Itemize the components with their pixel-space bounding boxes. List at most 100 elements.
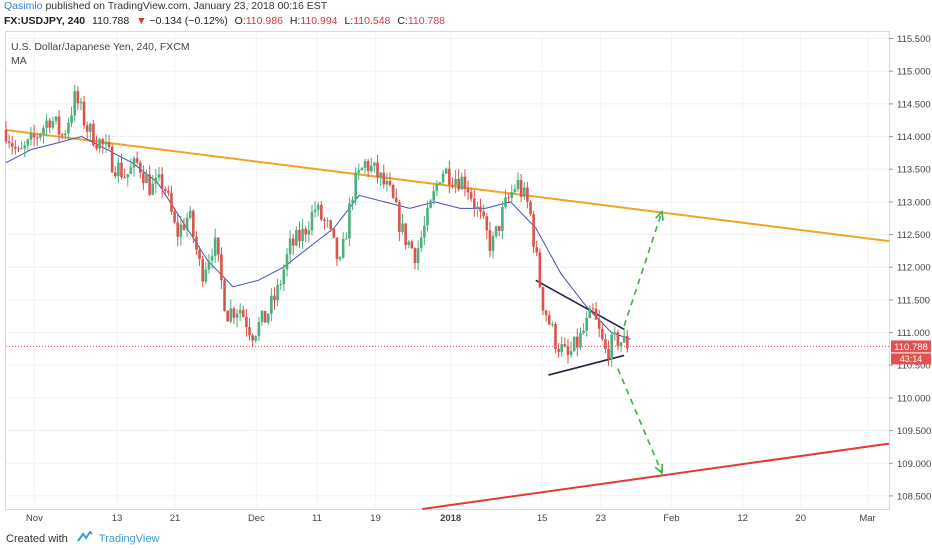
candle-body: [366, 161, 370, 172]
candle-body: [173, 211, 176, 223]
candle-body: [388, 181, 392, 185]
candle-body: [532, 214, 535, 248]
candle-body: [541, 287, 545, 311]
candle-body: [35, 137, 39, 139]
candle-body: [526, 187, 529, 202]
y-tick-label: 111.000: [897, 328, 930, 339]
candle-body: [504, 197, 507, 208]
y-tick-label: 115.500: [897, 34, 931, 45]
candle-body: [57, 116, 61, 135]
candle-body: [285, 254, 289, 270]
high-label: H:: [289, 15, 301, 27]
candle-body: [142, 172, 145, 184]
red-support-line: [422, 442, 890, 510]
candle-body: [39, 134, 42, 138]
candle-body: [67, 122, 70, 134]
candle-body: [348, 203, 351, 239]
close-label: C:: [397, 15, 408, 27]
candle-body: [23, 145, 27, 149]
candle-body: [241, 309, 245, 317]
orange-resistance-line: [5, 129, 890, 243]
y-tick-label: 113.000: [897, 197, 931, 208]
candle-body: [210, 256, 214, 261]
candle-body: [547, 315, 551, 325]
y-tick-label: 109.000: [897, 459, 931, 470]
candle-body: [310, 211, 314, 231]
candle-body: [185, 217, 189, 230]
y-tick-label: 113.500: [897, 165, 931, 176]
candle-body: [92, 123, 95, 146]
candle-body: [20, 148, 23, 150]
chart-frame[interactable]: [5, 31, 890, 510]
candle-body: [516, 179, 520, 190]
candle-body: [216, 237, 220, 255]
created-with-text: Created with: [6, 533, 68, 545]
candle-body: [79, 101, 83, 104]
y-tick-label: 109.500: [897, 426, 931, 437]
candle-body: [235, 313, 239, 318]
candle-body: [48, 120, 52, 128]
candle-body: [270, 295, 273, 314]
timer-tag: [891, 353, 931, 365]
candle-body: [588, 308, 592, 318]
candle-body: [192, 210, 195, 237]
candle-body: [148, 174, 151, 195]
candle-body: [113, 172, 117, 177]
candle-body: [104, 142, 108, 145]
change-value: −0.134 (−0.12%): [149, 15, 228, 27]
ohlc-bar: FX:USDJPY, 240 110.788 ▼ −0.134 (−0.12%)…: [0, 14, 932, 29]
candle-body: [42, 127, 45, 135]
ma-line: [5, 135, 631, 340]
candle-body: [98, 139, 101, 149]
price-tag: [891, 340, 931, 353]
x-tick-label: 19: [370, 513, 381, 524]
candle-body: [238, 309, 242, 314]
published-text: published on TradingView.com, January 23…: [45, 0, 328, 12]
candle-body: [320, 204, 323, 220]
indicator-label[interactable]: MA: [11, 55, 27, 67]
x-tick-label: 12: [737, 513, 748, 524]
arrow-down-scenario: [617, 368, 663, 474]
candle-body: [576, 336, 579, 348]
candle-body: [26, 139, 30, 146]
candle-body: [248, 327, 251, 336]
candle-body: [110, 146, 114, 173]
candle-body: [391, 184, 395, 198]
timer-tag-label: 43:14: [900, 354, 923, 364]
candle-body: [60, 134, 64, 136]
tradingview-brand[interactable]: TradingView: [98, 533, 160, 545]
candle-body: [363, 161, 367, 168]
y-tick-label: 114.000: [897, 132, 931, 143]
candle-body: [45, 120, 48, 128]
candle-body: [10, 143, 14, 147]
candle-body: [591, 308, 595, 310]
y-axis: 115.500 115.000 114.500 114.000 113.500 113.0…: [889, 34, 931, 502]
candle-body: [469, 192, 473, 199]
x-tick-label: 20: [795, 513, 806, 524]
candle-body: [76, 91, 80, 104]
symbol-label[interactable]: FX:USDJPY, 240: [4, 15, 86, 27]
candle-body: [429, 200, 432, 208]
candle-body: [338, 257, 342, 260]
price-chart[interactable]: 115.500 115.000 114.500 114.000 113.500 113.0…: [0, 0, 932, 530]
candle-body: [29, 133, 33, 140]
candle-body: [625, 335, 629, 349]
candle-body: [448, 168, 451, 185]
author-name[interactable]: Qasimlo: [4, 0, 43, 12]
candle-body: [326, 220, 329, 222]
candle-body: [357, 170, 361, 173]
tradingview-logo-icon[interactable]: [77, 528, 93, 550]
candle-body: [579, 332, 582, 348]
x-tick-label: 2018: [440, 513, 461, 524]
candle-body: [569, 351, 573, 355]
candle-body: [316, 204, 320, 210]
candle-body: [441, 173, 445, 183]
candle-body: [266, 313, 270, 323]
triangle-down-icon: ▼: [136, 15, 147, 27]
candle-body: [157, 174, 161, 178]
candle-body: [204, 269, 208, 282]
candle-body: [257, 322, 261, 337]
candle-body: [351, 199, 354, 204]
candle-body: [404, 223, 407, 245]
candle-body: [426, 207, 429, 226]
